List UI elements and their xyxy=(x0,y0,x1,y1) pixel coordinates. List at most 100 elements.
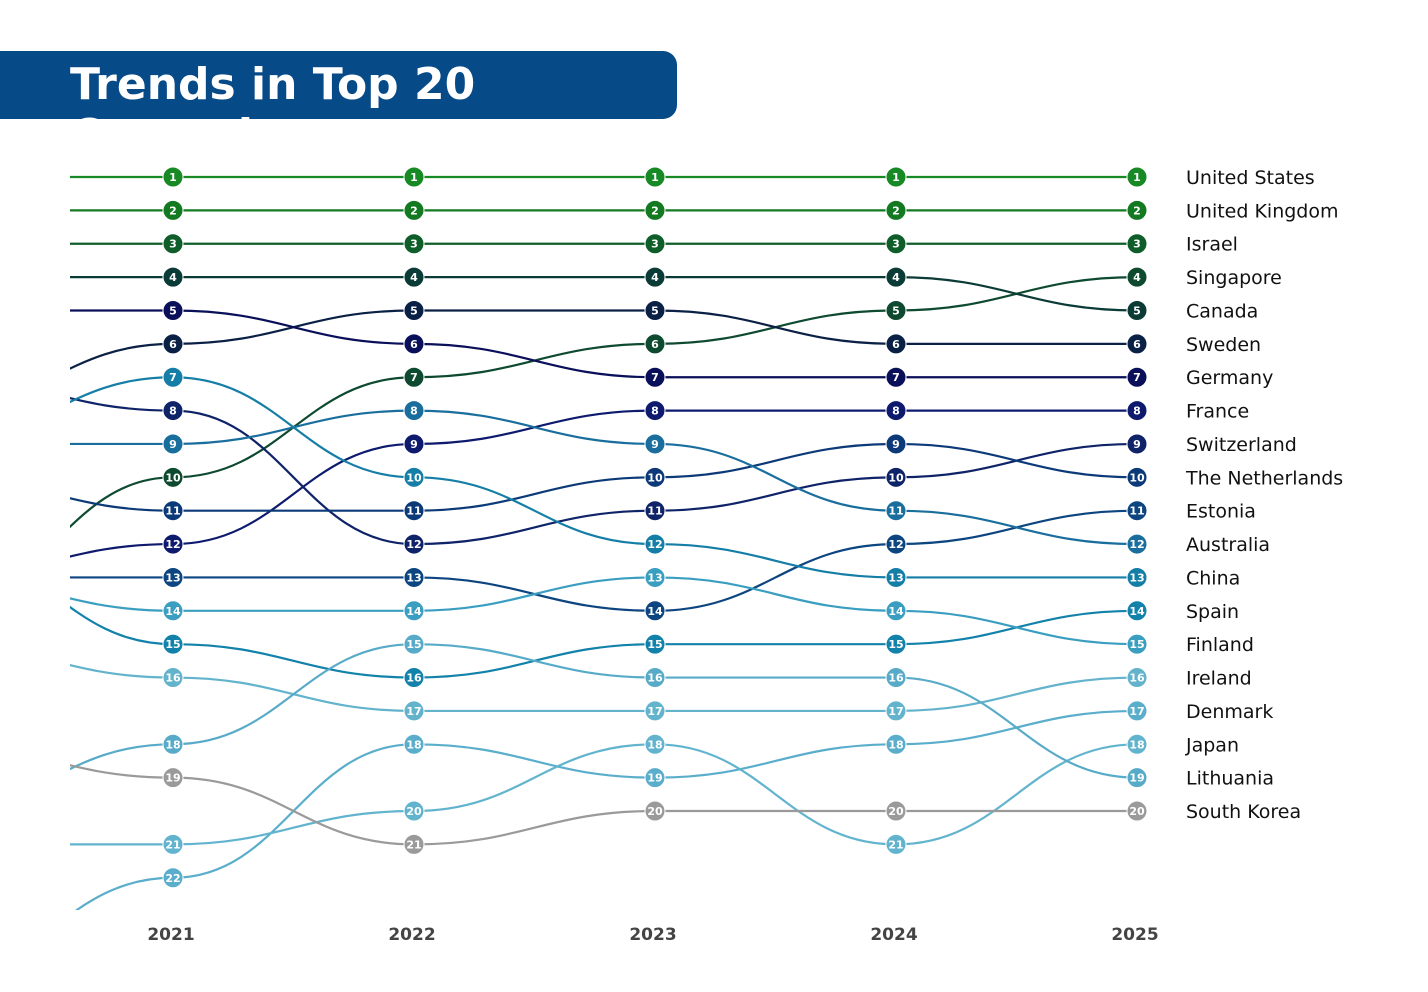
rank-marker-label: 11 xyxy=(888,505,903,518)
rank-marker: 17 xyxy=(644,700,666,722)
rank-marker-dot xyxy=(162,299,184,321)
rank-marker: 7 xyxy=(162,366,184,388)
rank-marker-label: 7 xyxy=(892,371,900,384)
rank-marker-label: 9 xyxy=(169,438,177,451)
rank-marker: 16 xyxy=(1126,667,1148,689)
rank-marker: 13 xyxy=(885,566,907,588)
rank-marker-label: 2 xyxy=(892,204,900,217)
rank-marker-dot xyxy=(885,400,907,422)
country-label: Spain xyxy=(1186,601,1239,623)
rank-marker-dot xyxy=(885,433,907,455)
rank-marker: 2 xyxy=(885,199,907,221)
rank-marker-dot xyxy=(162,199,184,221)
country-label: Estonia xyxy=(1186,501,1256,523)
rank-marker: 20 xyxy=(644,800,666,822)
rank-marker-label: 19 xyxy=(647,772,662,785)
rank-marker-dot xyxy=(162,633,184,655)
rank-marker-dot xyxy=(403,500,425,522)
rank-marker-dot xyxy=(1126,299,1148,321)
rank-marker-dot xyxy=(403,466,425,488)
rank-marker-dot xyxy=(403,266,425,288)
rank-marker-label: 18 xyxy=(406,738,421,751)
rank-marker: 5 xyxy=(1126,299,1148,321)
series-line-14 xyxy=(70,576,1138,646)
rank-marker-dot xyxy=(885,800,907,822)
rank-marker-label: 4 xyxy=(651,271,659,284)
rank-marker: 1 xyxy=(644,166,666,188)
rank-marker-label: 12 xyxy=(888,538,903,551)
rank-marker-dot xyxy=(644,533,666,555)
rank-marker-label: 20 xyxy=(406,805,422,818)
rank-marker: 8 xyxy=(644,400,666,422)
country-label: Ireland xyxy=(1186,668,1252,690)
rank-marker-label: 17 xyxy=(647,705,662,718)
rank-marker-dot xyxy=(403,199,425,221)
series-line-3 xyxy=(70,276,1138,529)
rank-marker-label: 4 xyxy=(410,271,418,284)
rank-marker: 18 xyxy=(644,733,666,755)
rank-marker-label: 6 xyxy=(892,338,900,351)
rank-marker-label: 9 xyxy=(410,438,418,451)
rank-marker-label: 22 xyxy=(165,872,180,885)
rank-marker-label: 11 xyxy=(406,505,421,518)
rank-marker-dot xyxy=(644,466,666,488)
country-label: Israel xyxy=(1186,234,1238,256)
rank-marker-label: 15 xyxy=(165,638,180,651)
rank-marker-dot xyxy=(1126,433,1148,455)
rank-marker-dot xyxy=(1126,466,1148,488)
series-line-18 xyxy=(70,643,1138,779)
rank-marker: 16 xyxy=(644,667,666,689)
country-label: United Kingdom xyxy=(1186,200,1339,222)
series-line-15 xyxy=(70,664,1138,713)
rank-marker-label: 16 xyxy=(647,672,663,685)
rank-marker: 14 xyxy=(1126,600,1148,622)
rank-marker-label: 6 xyxy=(410,338,418,351)
country-label: Switzerland xyxy=(1186,434,1297,456)
rank-marker-dot xyxy=(162,833,184,855)
rank-marker: 13 xyxy=(162,566,184,588)
country-label: Japan xyxy=(1185,734,1239,756)
rank-marker: 9 xyxy=(885,433,907,455)
rank-marker: 14 xyxy=(644,600,666,622)
rank-marker-dot xyxy=(162,500,184,522)
country-label: Australia xyxy=(1186,534,1270,556)
rank-marker-dot xyxy=(403,700,425,722)
rank-marker: 10 xyxy=(885,466,907,488)
rank-marker-dot xyxy=(1126,266,1148,288)
year-tick-label: 2021 xyxy=(147,925,194,945)
rank-marker: 12 xyxy=(1126,533,1148,555)
rank-marker-label: 5 xyxy=(410,304,418,317)
rank-marker-label: 13 xyxy=(647,571,662,584)
rank-marker: 15 xyxy=(1126,633,1148,655)
rank-marker-dot xyxy=(644,566,666,588)
rank-marker-label: 8 xyxy=(410,405,418,418)
country-label: Singapore xyxy=(1186,267,1282,289)
rank-marker-dot xyxy=(644,299,666,321)
rank-marker: 7 xyxy=(885,366,907,388)
rank-marker-dot xyxy=(885,667,907,689)
rank-marker-dot xyxy=(162,233,184,255)
rank-marker-label: 14 xyxy=(165,605,181,618)
rank-marker-label: 18 xyxy=(888,738,903,751)
rank-marker-dot xyxy=(644,800,666,822)
rank-marker-dot xyxy=(644,767,666,789)
rank-marker-label: 13 xyxy=(406,571,421,584)
rank-marker: 4 xyxy=(403,266,425,288)
rank-marker: 11 xyxy=(885,500,907,522)
rank-marker-dot xyxy=(1126,700,1148,722)
series-line-19 xyxy=(70,764,1137,846)
rank-marker-dot xyxy=(162,466,184,488)
rank-marker-label: 10 xyxy=(888,471,904,484)
rank-marker: 8 xyxy=(403,400,425,422)
rank-marker-dot xyxy=(162,333,184,355)
rank-marker-dot xyxy=(403,733,425,755)
rank-marker-dot xyxy=(1126,333,1148,355)
rank-marker: 9 xyxy=(162,433,184,455)
rank-marker-dot xyxy=(162,166,184,188)
rank-marker-dot xyxy=(1126,800,1148,822)
rank-marker-dot xyxy=(403,333,425,355)
rank-marker-label: 7 xyxy=(1133,371,1141,384)
rank-marker: 12 xyxy=(403,533,425,555)
rank-marker: 20 xyxy=(403,800,425,822)
rank-marker-label: 3 xyxy=(1133,238,1141,251)
